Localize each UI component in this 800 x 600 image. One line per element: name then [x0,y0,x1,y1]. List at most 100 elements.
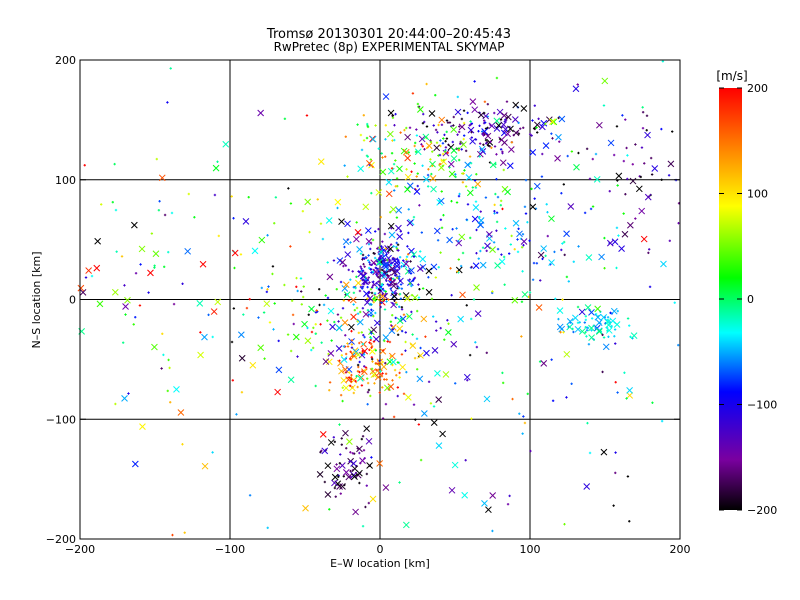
data-point-stroke [549,118,556,125]
data-point-stroke [325,358,333,366]
data-point-plus [456,133,459,136]
data-point-stroke [574,325,582,333]
data-point-plus [361,349,364,353]
data-point-plus [491,290,494,293]
data-point-stroke [520,105,528,112]
data-point-x [630,332,638,339]
data-point-plus [289,349,293,353]
data-point-plus [561,242,564,245]
data-point-plus [410,310,413,314]
data-point-stroke [493,125,501,132]
data-point-plus [533,197,536,200]
data-point-x [450,340,458,348]
data-point-plus [454,382,457,385]
data-point-plus [535,126,538,129]
data-point-x [399,315,407,323]
data-point-plus [590,329,593,332]
data-point-x [350,460,357,467]
data-point-plus [470,122,474,125]
data-point-x [595,319,603,327]
data-point-x [494,262,501,269]
data-point-plus [550,358,553,361]
data-point-plus [263,357,266,360]
data-point-plus [402,392,406,395]
data-point-stroke [379,293,386,300]
data-point-stroke [111,288,119,296]
data-point-stroke [638,207,646,215]
data-point-plus [391,328,395,331]
data-point-plus [328,389,331,392]
data-point-plus [396,386,400,389]
data-point-plus [340,437,343,440]
data-point-x [466,189,474,197]
data-point-x [292,333,300,341]
data-point-plus [338,462,342,465]
data-point-plus [501,207,504,211]
data-point-plus [441,142,445,145]
data-point-plus [339,453,342,456]
data-point-plus [501,151,504,155]
data-point-x [459,291,466,299]
data-point-plus [544,254,547,258]
data-point-plus [615,266,618,270]
data-point-plus [361,278,364,282]
data-point-plus [370,357,374,361]
data-point-plus [404,340,407,344]
data-point-x [422,175,430,183]
data-point-plus [499,199,503,203]
data-point-plus [327,352,330,356]
data-point-plus [242,313,245,316]
data-point-stroke [251,247,259,255]
data-point-plus [469,161,473,165]
data-point-plus [436,239,440,242]
data-point-stroke [350,376,358,384]
data-point-plus [616,184,619,187]
data-point-stroke [338,218,345,226]
data-point-x [472,262,480,270]
data-point-stroke [467,126,475,134]
data-point-plus [361,435,365,438]
data-point-plus [389,264,393,267]
data-point-stroke [458,233,466,241]
data-point-plus [352,303,355,306]
data-point-plus [530,187,533,191]
data-point-stroke [342,469,350,476]
data-point-plus [355,221,358,224]
data-point-x [486,138,494,146]
data-point-stroke [409,342,417,349]
data-point-x [331,479,338,487]
data-point-x [406,219,414,227]
data-point-plus [493,203,496,207]
data-point-plus [373,296,376,299]
data-point-stroke [387,222,395,230]
data-point-plus [440,159,443,162]
data-point-x [340,356,348,363]
data-point-plus [434,320,438,323]
data-point-plus [616,391,619,394]
data-point-stroke [604,318,612,326]
data-point-plus [522,126,525,129]
data-point-stroke [488,122,496,130]
data-point-x [446,236,453,244]
data-point-stroke [489,492,497,499]
data-point-plus [469,317,473,321]
data-point-x [464,161,472,169]
data-point-plus [333,440,337,444]
data-point-plus [481,246,485,249]
data-point-plus [372,280,375,283]
data-point-stroke [502,125,509,133]
data-point-plus [369,158,373,161]
data-point-x [342,469,350,476]
data-point-stroke [455,239,463,247]
data-point-x [484,132,492,140]
data-point-stroke [406,313,413,320]
data-point-plus [377,147,380,150]
data-point-plus [572,260,575,263]
data-point-stroke [316,471,324,478]
data-point-x [402,148,410,156]
data-point-plus [398,265,401,269]
data-point-plus [385,300,388,303]
data-point-plus [375,282,378,285]
data-point-plus [442,213,445,217]
data-point-stroke [558,115,566,123]
